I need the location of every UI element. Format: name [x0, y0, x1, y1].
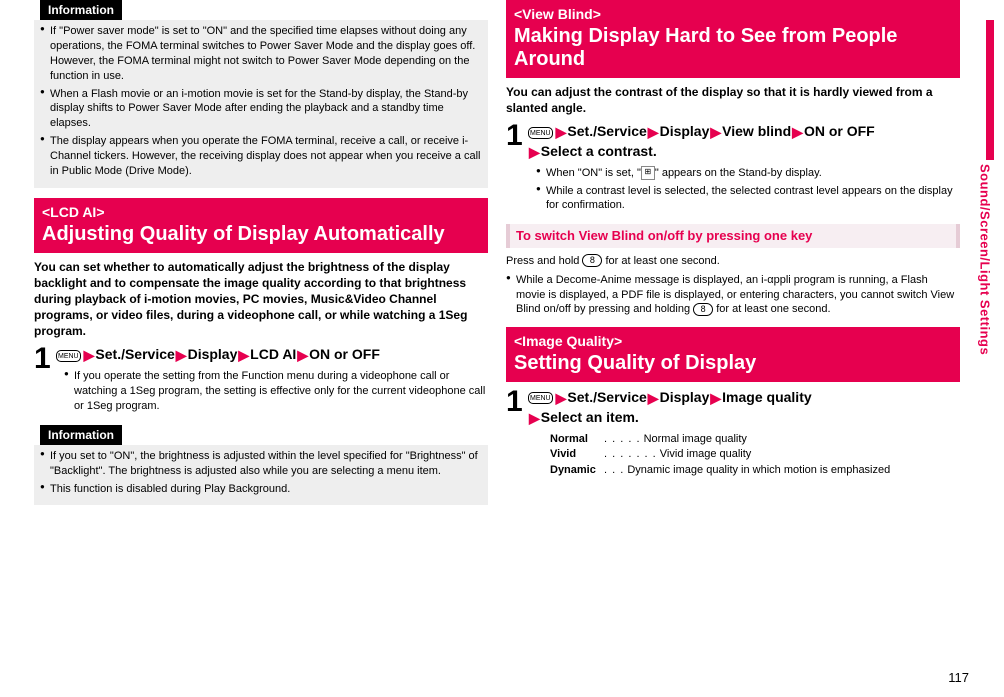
nav-path: MENU▶Set./Service▶Display▶View blind▶ON … [528, 122, 960, 161]
info-item: If you set to "ON", the brightness is ad… [40, 449, 482, 479]
section-tag: <Image Quality> [514, 332, 952, 351]
side-tab-bar [986, 20, 994, 160]
option-row: Normal. . . . . Normal image quality [550, 432, 960, 447]
section-tag: <LCD AI> [42, 203, 480, 222]
information-header: Information [40, 0, 122, 20]
menu-icon: MENU [528, 392, 553, 404]
page-number: 117 [948, 669, 969, 687]
arrow-icon: ▶ [84, 347, 95, 363]
information-box-2: Information If you set to "ON", the brig… [34, 425, 488, 506]
view-blind-lead: You can adjust the contrast of the displ… [506, 84, 960, 116]
arrow-icon: ▶ [648, 390, 659, 406]
section-image-quality: <Image Quality> Setting Quality of Displ… [506, 327, 960, 382]
sub-text: Press and hold 8 for at least one second… [506, 254, 960, 269]
information-header: Information [40, 425, 122, 445]
step-note: When "ON" is set, "⊞" appears on the Sta… [536, 166, 960, 181]
sub-header-switch-view-blind: To switch View Blind on/off by pressing … [506, 224, 960, 248]
left-column: Information If "Power saver mode" is set… [34, 0, 488, 515]
info-item: If "Power saver mode" is set to "ON" and… [40, 24, 482, 83]
nav-path: MENU▶Set./Service▶Display▶Image quality … [528, 388, 960, 427]
nav-path: MENU▶Set./Service▶Display▶LCD AI▶ON or O… [56, 345, 488, 365]
arrow-icon: ▶ [529, 144, 540, 160]
info-item: The display appears when you operate the… [40, 134, 482, 179]
step-number: 1 [506, 122, 526, 149]
info-item: This function is disabled during Play Ba… [40, 482, 482, 497]
arrow-icon: ▶ [297, 347, 308, 363]
section-title: Adjusting Quality of Display Automatical… [42, 223, 445, 245]
arrow-icon: ▶ [238, 347, 249, 363]
arrow-icon: ▶ [529, 410, 540, 426]
menu-icon: MENU [528, 127, 553, 139]
arrow-icon: ▶ [556, 124, 567, 140]
section-lcd-ai: <LCD AI> Adjusting Quality of Display Au… [34, 198, 488, 253]
key-8-icon: 8 [582, 254, 602, 267]
step-number: 1 [34, 345, 54, 372]
section-tag: <View Blind> [514, 5, 952, 24]
arrow-icon: ▶ [176, 347, 187, 363]
arrow-icon: ▶ [648, 124, 659, 140]
image-quality-step-1: 1 MENU▶Set./Service▶Display▶Image qualit… [506, 388, 960, 479]
step-note: While a contrast level is selected, the … [536, 184, 960, 214]
info-item: When a Flash movie or an i-motion movie … [40, 87, 482, 132]
section-title: Making Display Hard to See from People A… [514, 25, 897, 70]
side-tab-text: Sound/Screen/Light Settings [976, 164, 994, 355]
sub-note: While a Decome-Anime message is displaye… [506, 273, 960, 318]
arrow-icon: ▶ [710, 124, 721, 140]
right-column: <View Blind> Making Display Hard to See … [506, 0, 960, 515]
section-view-blind: <View Blind> Making Display Hard to See … [506, 0, 960, 78]
view-blind-step-1: 1 MENU▶Set./Service▶Display▶View blind▶O… [506, 122, 960, 216]
image-quality-options: Normal. . . . . Normal image quality Viv… [550, 432, 960, 479]
lcd-ai-step-1: 1 MENU▶Set./Service▶Display▶LCD AI▶ON or… [34, 345, 488, 416]
step-number: 1 [506, 388, 526, 415]
option-row: Vivid. . . . . . . Vivid image quality [550, 447, 960, 462]
lcd-ai-lead: You can set whether to automatically adj… [34, 259, 488, 340]
menu-icon: MENU [56, 350, 81, 362]
arrow-icon: ▶ [556, 390, 567, 406]
information-box-1: Information If "Power saver mode" is set… [34, 0, 488, 188]
option-row: Dynamic . . . Dynamic image quality in w… [550, 463, 960, 478]
arrow-icon: ▶ [710, 390, 721, 406]
step-note: If you operate the setting from the Func… [64, 369, 488, 414]
section-title: Setting Quality of Display [514, 352, 756, 374]
side-tab: Sound/Screen/Light Settings [976, 20, 994, 355]
key-8-icon: 8 [693, 303, 713, 316]
view-blind-status-icon: ⊞ [641, 166, 655, 180]
arrow-icon: ▶ [792, 124, 803, 140]
